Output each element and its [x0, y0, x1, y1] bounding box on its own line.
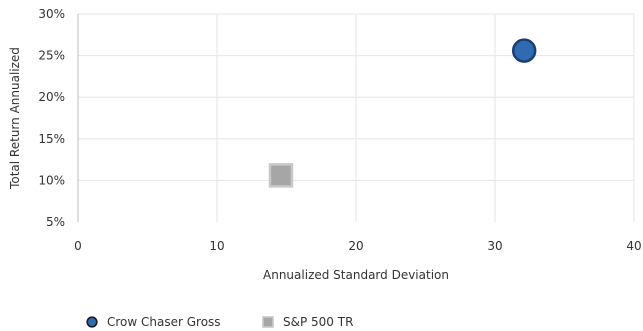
y-tick-label: 15%: [38, 132, 65, 146]
tick-labels: 0 10 20 30 40 5% 10% 15% 20% 25% 30%: [38, 7, 641, 253]
y-tick-label: 25%: [38, 49, 65, 63]
y-tick-label: 20%: [38, 90, 65, 104]
legend: Crow Chaser Gross S&P 500 TR: [86, 315, 353, 329]
legend-label-sp-500-tr: S&P 500 TR: [283, 315, 353, 329]
y-axis-title: Total Return Annualized: [8, 47, 22, 190]
y-tick-label: 5%: [46, 215, 65, 229]
data-point-sp-500-tr: [268, 163, 294, 188]
data-point-crow-chaser-gross: [511, 38, 537, 63]
legend-marker-crow-chaser-gross: [86, 316, 98, 328]
y-tick-label: 30%: [38, 7, 65, 21]
x-tick-label: 10: [209, 239, 224, 253]
data-points: [268, 38, 537, 188]
x-tick-label: 30: [487, 239, 502, 253]
legend-marker-sp-500-tr: [262, 316, 274, 328]
y-tick-label: 10%: [38, 173, 65, 187]
x-tick-label: 40: [626, 239, 641, 253]
x-tick-label: 20: [348, 239, 363, 253]
x-tick-label: 0: [74, 239, 82, 253]
grid: [78, 13, 635, 222]
legend-label-crow-chaser-gross: Crow Chaser Gross: [107, 315, 221, 329]
x-axis-title: Annualized Standard Deviation: [263, 268, 449, 282]
